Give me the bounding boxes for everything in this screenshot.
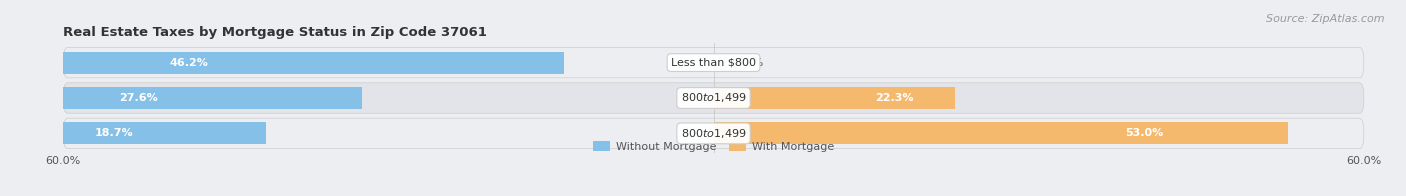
Bar <box>63 52 564 74</box>
Text: 46.2%: 46.2% <box>169 58 208 68</box>
Text: Real Estate Taxes by Mortgage Status in Zip Code 37061: Real Estate Taxes by Mortgage Status in … <box>63 26 486 39</box>
Text: 53.0%: 53.0% <box>1125 128 1164 138</box>
Text: Less than $800: Less than $800 <box>671 58 756 68</box>
Text: $800 to $1,499: $800 to $1,499 <box>681 92 747 104</box>
FancyBboxPatch shape <box>63 118 1364 149</box>
Text: 18.7%: 18.7% <box>94 128 134 138</box>
Text: Source: ZipAtlas.com: Source: ZipAtlas.com <box>1267 14 1385 24</box>
Bar <box>63 87 363 109</box>
Text: 27.6%: 27.6% <box>118 93 157 103</box>
Legend: Without Mortgage, With Mortgage: Without Mortgage, With Mortgage <box>589 136 838 156</box>
Text: 0.0%: 0.0% <box>735 58 763 68</box>
Text: $800 to $1,499: $800 to $1,499 <box>681 127 747 140</box>
Bar <box>713 87 955 109</box>
Text: 22.3%: 22.3% <box>876 93 914 103</box>
Bar <box>713 122 1288 144</box>
FancyBboxPatch shape <box>63 47 1364 78</box>
Bar <box>63 122 266 144</box>
FancyBboxPatch shape <box>63 83 1364 113</box>
